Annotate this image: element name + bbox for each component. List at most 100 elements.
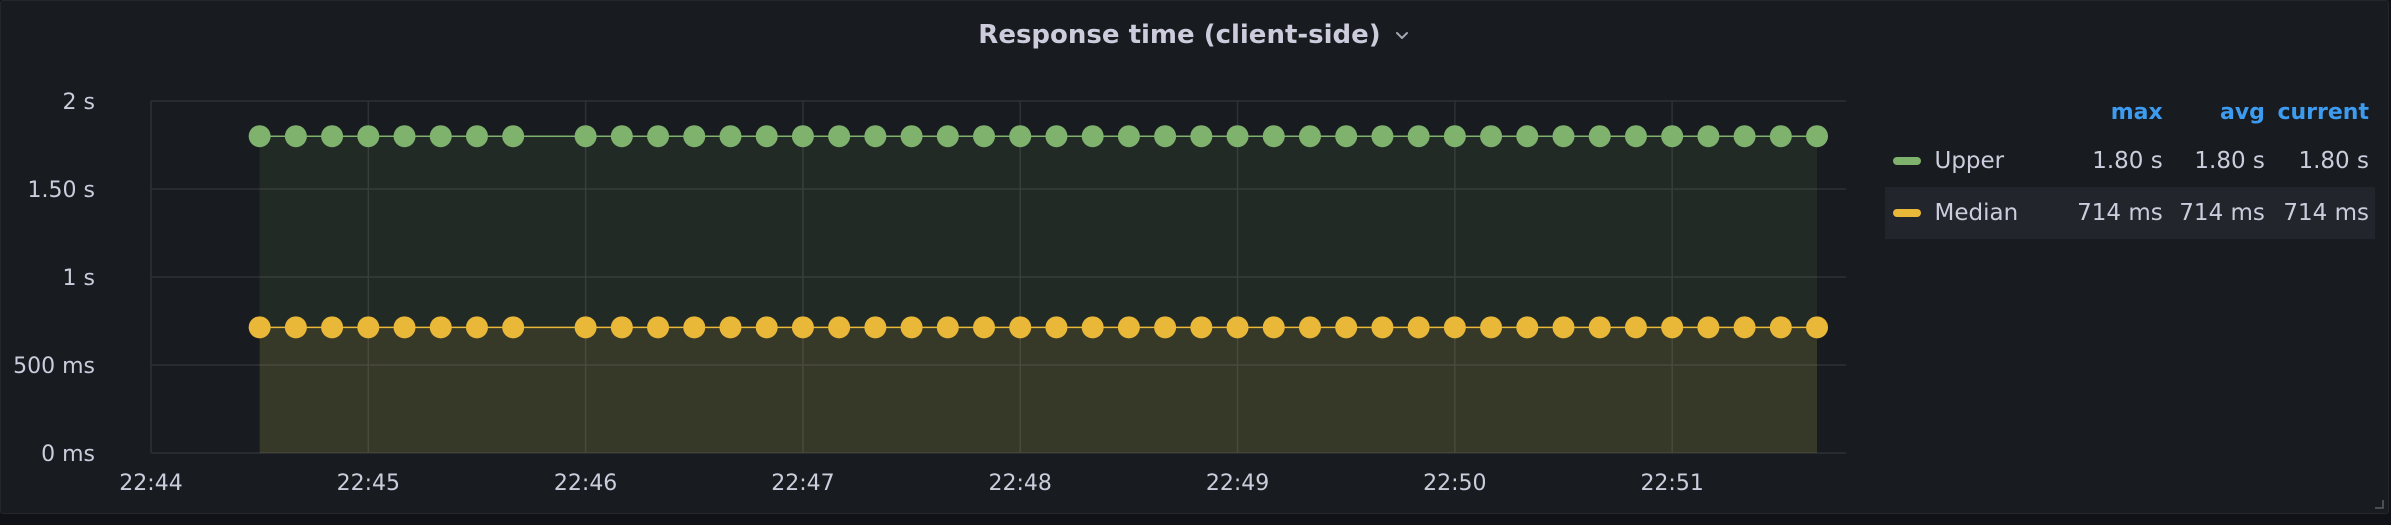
- data-point-upper: [1335, 125, 1358, 148]
- x-tick-label: 22:46: [554, 471, 617, 496]
- data-point-median: [1661, 316, 1684, 339]
- data-point-median: [1697, 316, 1720, 339]
- panel-header[interactable]: Response time (client-side): [1, 13, 2388, 57]
- data-point-upper: [719, 125, 742, 148]
- data-point-upper: [1588, 125, 1611, 148]
- data-point-upper: [683, 125, 706, 148]
- data-point-median: [1407, 316, 1430, 339]
- legend-value-current: 714 ms: [2283, 200, 2369, 226]
- data-point-median: [502, 316, 525, 339]
- data-point-median: [1117, 316, 1140, 339]
- data-point-upper: [321, 125, 344, 148]
- data-point-median: [1262, 316, 1285, 339]
- data-point-median: [719, 316, 742, 339]
- data-point-median: [683, 316, 706, 339]
- data-point-upper: [1117, 125, 1140, 148]
- resize-handle-icon[interactable]: [2374, 499, 2384, 509]
- data-point-median: [1443, 316, 1466, 339]
- data-point-median: [1371, 316, 1394, 339]
- data-point-upper: [1552, 125, 1575, 148]
- legend-swatch-median[interactable]: [1893, 209, 1921, 217]
- page-bottom-strip: [0, 514, 2391, 525]
- data-point-median: [864, 316, 887, 339]
- data-point-median: [321, 316, 344, 339]
- data-point-median: [900, 316, 923, 339]
- data-point-upper: [1480, 125, 1503, 148]
- data-point-median: [393, 316, 416, 339]
- data-point-upper: [791, 125, 814, 148]
- legend-value-max: 714 ms: [2077, 200, 2163, 226]
- legend-value-avg: 714 ms: [2179, 200, 2265, 226]
- data-point-median: [1226, 316, 1249, 339]
- data-point-median: [1733, 316, 1756, 339]
- data-point-upper: [1769, 125, 1792, 148]
- data-point-upper: [1697, 125, 1720, 148]
- data-point-upper: [1407, 125, 1430, 148]
- data-point-upper: [1443, 125, 1466, 148]
- data-point-upper: [1371, 125, 1394, 148]
- data-point-median: [1081, 316, 1104, 339]
- legend-swatch-upper[interactable]: [1893, 157, 1921, 165]
- data-point-median: [1588, 316, 1611, 339]
- legend-value-max: 1.80 s: [2092, 148, 2163, 174]
- data-point-median: [1154, 316, 1177, 339]
- data-point-median: [828, 316, 851, 339]
- data-point-median: [1769, 316, 1792, 339]
- data-point-upper: [610, 125, 633, 148]
- legend-name-median[interactable]: Median: [1934, 200, 2019, 226]
- data-point-median: [1516, 316, 1539, 339]
- data-point-median: [248, 316, 271, 339]
- legend-name-upper[interactable]: Upper: [1934, 148, 2005, 174]
- legend-header-max[interactable]: max: [2110, 99, 2163, 125]
- data-point-upper: [574, 125, 597, 148]
- data-point-median: [1045, 316, 1068, 339]
- data-point-median: [1009, 316, 1032, 339]
- legend-row-upper[interactable]: Upper 1.80 s 1.80 s 1.80 s: [1885, 135, 2375, 187]
- data-point-upper: [973, 125, 996, 148]
- data-point-upper: [1226, 125, 1249, 148]
- data-point-upper: [248, 125, 271, 148]
- data-point-median: [1806, 316, 1829, 339]
- x-tick-label: 22:44: [119, 471, 182, 496]
- data-point-median: [1190, 316, 1213, 339]
- legend-header-current[interactable]: current: [2277, 99, 2369, 125]
- series-fills: [259, 136, 1818, 453]
- data-point-upper: [1516, 125, 1539, 148]
- data-point-median: [1480, 316, 1503, 339]
- y-tick-label: 2 s: [63, 90, 95, 115]
- data-point-upper: [1661, 125, 1684, 148]
- data-point-upper: [1081, 125, 1104, 148]
- y-tick-label: 0 ms: [41, 442, 95, 467]
- data-point-median: [1335, 316, 1358, 339]
- data-point-median: [791, 316, 814, 339]
- data-point-upper: [465, 125, 488, 148]
- data-point-median: [936, 316, 959, 339]
- data-point-median: [1624, 316, 1647, 339]
- data-point-upper: [900, 125, 923, 148]
- legend-table: max avg current Upper 1.80 s 1.80 s 1.80…: [1885, 89, 2375, 239]
- data-point-median: [1552, 316, 1575, 339]
- panel-title[interactable]: Response time (client-side): [978, 20, 1381, 50]
- series-fill-median: [259, 327, 1818, 453]
- data-point-upper: [1733, 125, 1756, 148]
- data-point-median: [357, 316, 380, 339]
- data-point-median: [610, 316, 633, 339]
- data-point-median: [284, 316, 307, 339]
- data-point-upper: [1154, 125, 1177, 148]
- data-point-upper: [393, 125, 416, 148]
- data-point-upper: [357, 125, 380, 148]
- data-point-upper: [1190, 125, 1213, 148]
- data-point-upper: [936, 125, 959, 148]
- grid-lines: [150, 100, 1846, 454]
- legend-value-current: 1.80 s: [2298, 148, 2369, 174]
- graph-panel: Response time (client-side) 0 ms 500 ms 1 …: [0, 0, 2389, 514]
- x-tick-label: 22:47: [771, 471, 834, 496]
- data-point-median: [755, 316, 778, 339]
- data-point-upper: [1298, 125, 1321, 148]
- legend-header-avg[interactable]: avg: [2219, 99, 2265, 125]
- x-tick-label: 22:48: [989, 471, 1052, 496]
- chevron-down-icon[interactable]: [1393, 26, 1411, 44]
- x-tick-label: 22:50: [1423, 471, 1486, 496]
- legend-row-median[interactable]: Median 714 ms 714 ms 714 ms: [1885, 187, 2375, 239]
